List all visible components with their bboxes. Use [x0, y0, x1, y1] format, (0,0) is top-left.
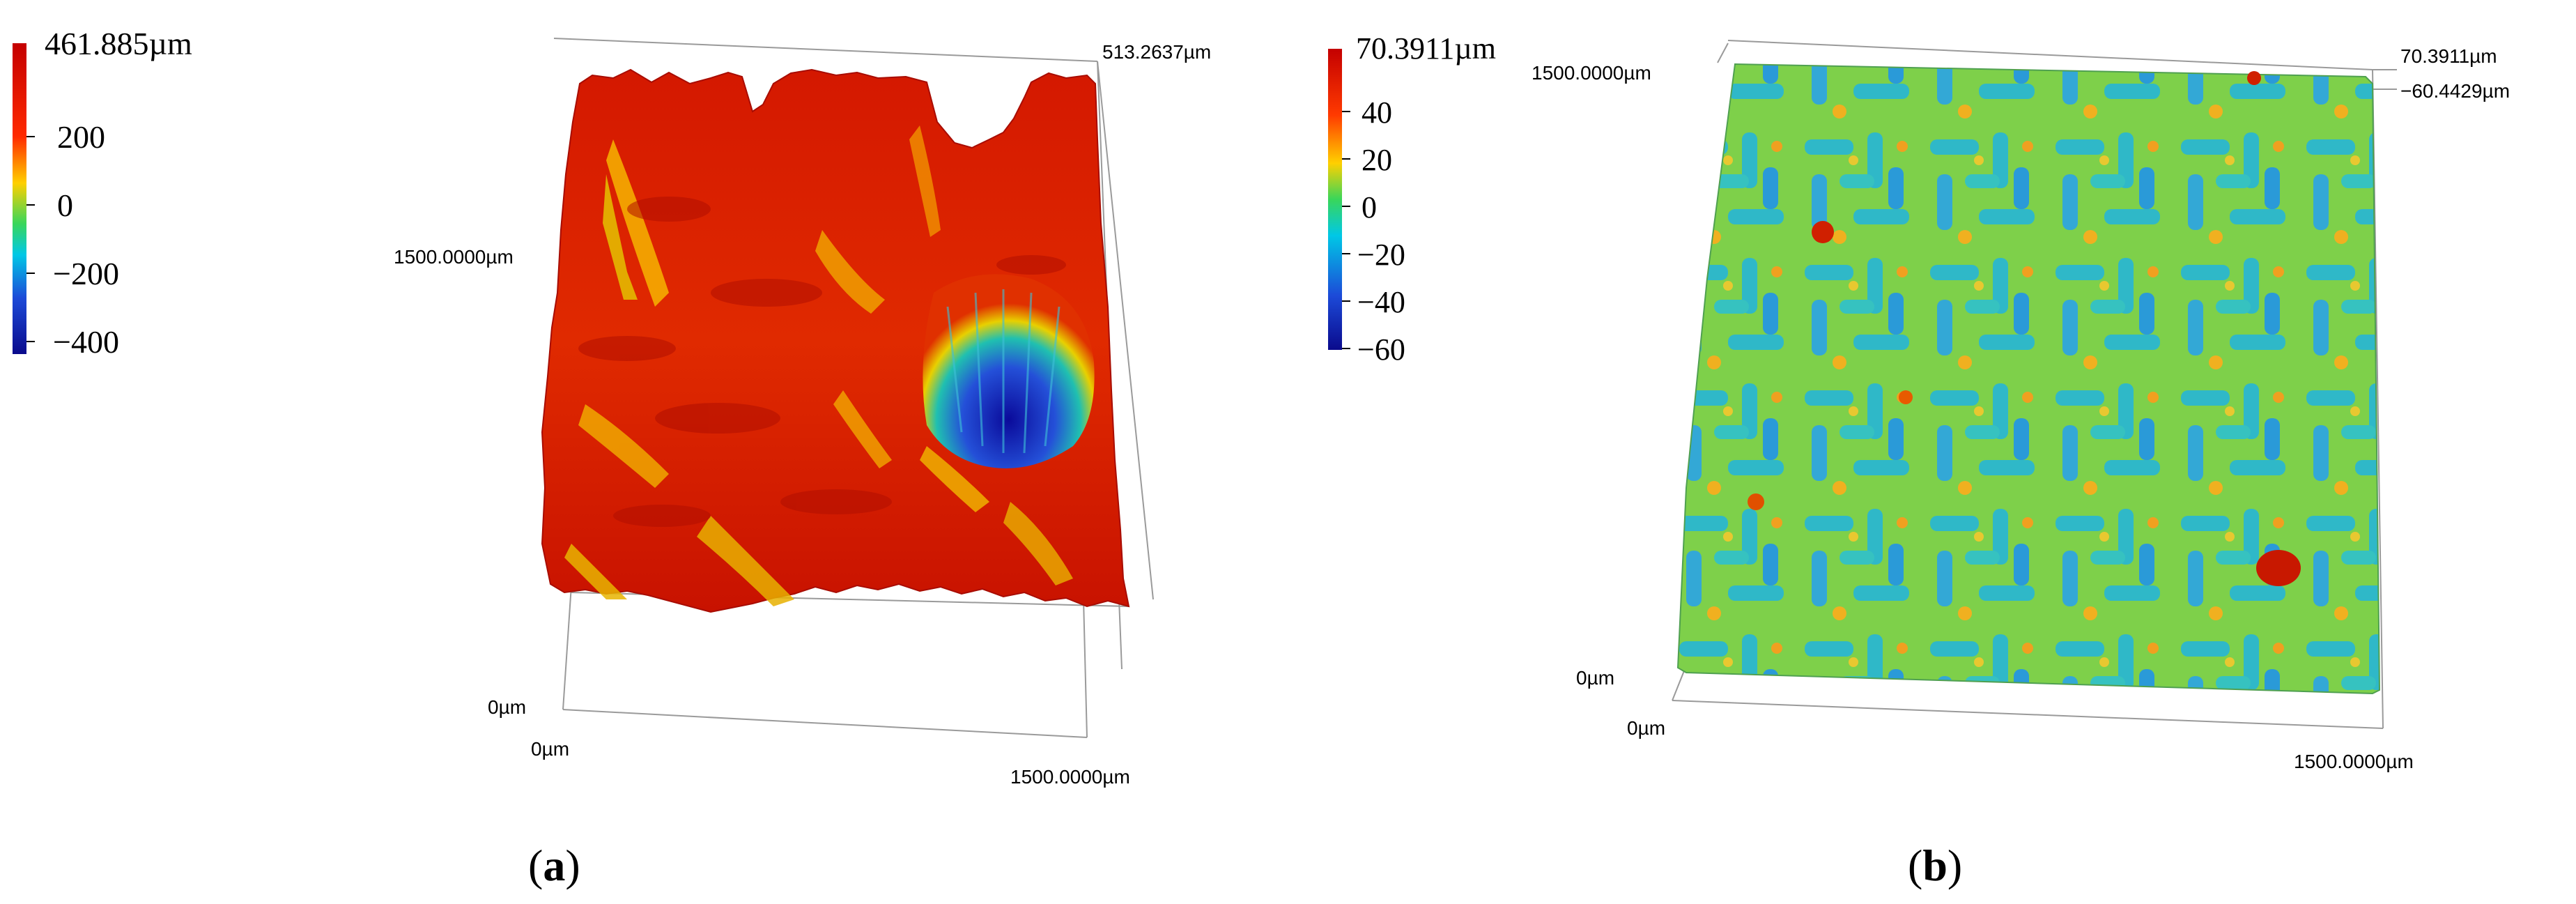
colorbar-b-tick: −20: [1357, 238, 1405, 272]
axis-label-z-top-a: 513.2637µm: [1102, 41, 1211, 63]
colorbar-b-tick: 40: [1362, 95, 1392, 130]
caption-a: (a): [528, 841, 580, 890]
caption-b: (b): [1908, 841, 1963, 890]
axis-label-z-zero-b: 0µm: [1576, 667, 1614, 689]
axis-label-z-min-b: −60.4429µm: [2400, 80, 2510, 102]
panel-b: 70.3911µm 40 20 0 −20 −40 −60 70.3911µm …: [1296, 0, 2576, 904]
colorbar-b-tick: −60: [1357, 332, 1405, 367]
axis-label-y-max-a: 1500.0000µm: [394, 246, 514, 268]
axis-label-x-zero-a: 0µm: [531, 738, 569, 760]
colorbar-a-tick: −200: [53, 256, 119, 291]
axis-label-z-zero-a: 0µm: [488, 696, 526, 718]
axis-label-x-max-a: 1500.0000µm: [1010, 766, 1130, 788]
surface-a-shadows: [578, 197, 1066, 527]
axis-label-z-max-b: 70.3911µm: [2400, 45, 2497, 67]
colorbar-a-max-label: 461.885µm: [45, 26, 192, 61]
colorbar-b-tick: −40: [1357, 285, 1405, 319]
pit-a: [923, 274, 1095, 468]
colorbar-a: [13, 43, 26, 354]
pit-a-streaks: [946, 289, 1061, 454]
surface-3d-plot-a: 461.885µm 200 0 −200 −400: [13, 26, 1211, 788]
surface-3d-plot-b: 70.3911µm 40 20 0 −20 −40 −60 70.3911µm …: [1328, 31, 2510, 772]
colorbar-a-tick: −400: [53, 324, 119, 360]
colorbar-b: [1328, 49, 1342, 350]
colorbar-a-tick: 200: [57, 119, 105, 155]
colorbar-b-tick: 0: [1362, 190, 1377, 224]
panel-a: 461.885µm 200 0 −200 −400: [13, 26, 1211, 890]
surface-b: [1676, 63, 2381, 695]
colorbar-b-max-label: 70.3911µm: [1356, 31, 1496, 66]
colorbar-b-tick: 20: [1362, 143, 1392, 177]
axis-label-y-max-b: 1500.0000µm: [1532, 62, 1651, 84]
surface-b-hotspots: [1748, 71, 2301, 586]
axis-label-x-zero-b: 0µm: [1627, 717, 1665, 739]
surface-a-texture: [564, 125, 1073, 606]
colorbar-a-tick: 0: [57, 187, 73, 223]
axis-label-x-max-b: 1500.0000µm: [2294, 751, 2414, 772]
